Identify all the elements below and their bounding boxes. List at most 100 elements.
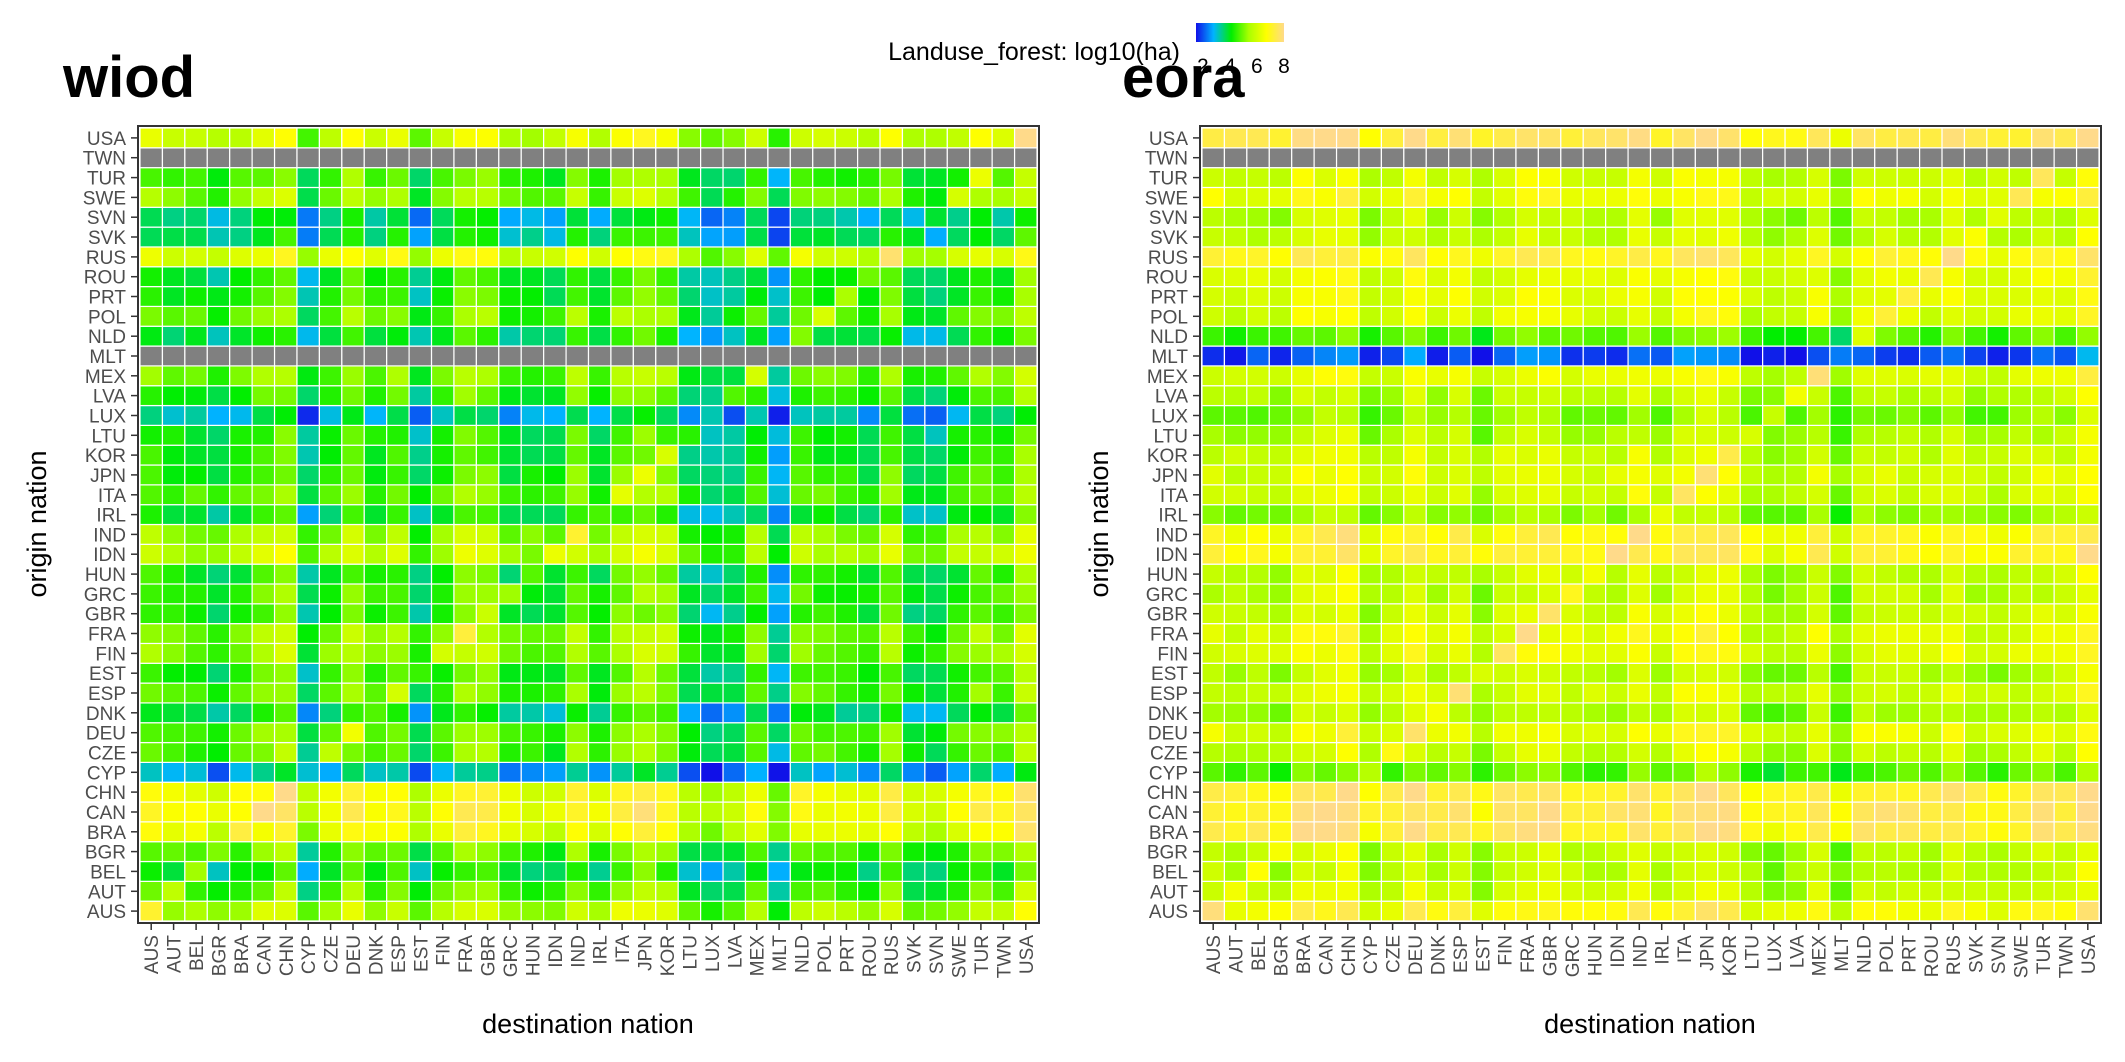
heatmap-cell xyxy=(856,880,881,902)
legend-colorbar xyxy=(1196,23,1284,42)
heatmap-cell xyxy=(1627,286,1652,308)
heatmap-cell xyxy=(184,226,208,248)
heatmap-cell xyxy=(991,583,1016,605)
heatmap-cell xyxy=(2008,702,2033,724)
heatmap-cell xyxy=(632,563,657,585)
heatmap-cell xyxy=(744,504,769,526)
heatmap-cell xyxy=(386,523,410,545)
heatmap-cell xyxy=(2053,702,2078,724)
heatmap-cell xyxy=(901,543,926,565)
heatmap-cell xyxy=(1806,741,1831,764)
heatmap-cell xyxy=(1537,583,1562,605)
heatmap-cell xyxy=(1291,702,1315,724)
heatmap-cell xyxy=(430,325,455,347)
heatmap-cell xyxy=(969,147,993,169)
heatmap-cell xyxy=(587,206,612,228)
heatmap-cell xyxy=(453,147,477,169)
heatmap-cell xyxy=(677,404,702,426)
heatmap-cell xyxy=(206,147,231,169)
heatmap-cell xyxy=(161,345,186,367)
heatmap-cell xyxy=(1448,424,1472,446)
heatmap-cell xyxy=(722,741,747,764)
heatmap-cell xyxy=(363,464,388,486)
heatmap-cell xyxy=(834,266,859,288)
heatmap-cell xyxy=(1851,880,1876,902)
x-tick-label: ESP xyxy=(389,935,410,973)
heatmap-cell xyxy=(341,206,365,228)
heatmap-cell xyxy=(1739,642,1764,664)
heatmap-cell xyxy=(139,623,164,645)
heatmap-cell xyxy=(1492,424,1517,446)
heatmap-cell xyxy=(161,563,186,585)
heatmap-cell xyxy=(408,860,433,882)
heatmap-cell xyxy=(543,127,567,149)
heatmap-cell xyxy=(1246,127,1270,149)
heatmap-cell xyxy=(1313,702,1338,724)
heatmap-cell xyxy=(139,682,164,704)
heatmap-cell xyxy=(1470,266,1495,288)
heatmap-cell xyxy=(767,702,791,724)
heatmap-cell xyxy=(139,543,164,565)
x-tick-label: HUN xyxy=(523,935,544,976)
heatmap-cell xyxy=(206,841,231,863)
heatmap-cell xyxy=(1963,147,1988,169)
heatmap-cell xyxy=(924,761,948,783)
heatmap-cell xyxy=(789,345,814,367)
heatmap-cell xyxy=(1896,127,1921,149)
heatmap-cell xyxy=(565,325,590,347)
heatmap-cell xyxy=(229,286,253,308)
heatmap-cell xyxy=(1223,821,1248,843)
heatmap-cell xyxy=(565,246,590,268)
heatmap-cell xyxy=(969,741,993,764)
heatmap-cell xyxy=(767,722,791,744)
panel-eora: eora AUSAUTBELBGRBRACANCHNCYPCZEDEUDNKES… xyxy=(1084,45,2102,1039)
x-tick-label: EST xyxy=(411,935,432,972)
y-tick-label: GRC xyxy=(84,585,126,606)
heatmap-cell xyxy=(1739,385,1764,407)
heatmap-cell xyxy=(161,167,186,189)
heatmap-cell xyxy=(991,385,1016,407)
heatmap-cell xyxy=(430,642,455,664)
heatmap-cell xyxy=(273,246,298,268)
heatmap-cell xyxy=(991,741,1016,764)
heatmap-cell xyxy=(408,286,433,308)
heatmap-cell xyxy=(565,127,590,149)
heatmap-cell xyxy=(879,841,904,863)
heatmap-cell xyxy=(969,880,993,902)
heatmap-cell xyxy=(161,623,186,645)
heatmap-cell xyxy=(1851,682,1876,704)
heatmap-cell xyxy=(1470,741,1495,764)
heatmap-cell xyxy=(1358,682,1382,704)
heatmap-cell xyxy=(1806,504,1831,526)
heatmap-cell xyxy=(1605,543,1629,565)
heatmap-cell xyxy=(543,702,567,724)
heatmap-cell xyxy=(1291,900,1315,922)
heatmap-cell xyxy=(1605,345,1629,367)
heatmap-cell xyxy=(610,325,634,347)
heatmap-cell xyxy=(318,563,343,585)
x-tick-label: DEU xyxy=(1406,935,1427,975)
heatmap-cell xyxy=(1537,900,1562,922)
heatmap-cell xyxy=(1358,266,1382,288)
heatmap-cell xyxy=(946,563,971,585)
heatmap-cell xyxy=(1335,523,1360,545)
heatmap-cell xyxy=(184,206,208,228)
heatmap-cell xyxy=(1403,246,1427,268)
heatmap-cell xyxy=(475,801,500,823)
heatmap-cell xyxy=(184,761,208,783)
heatmap-cell xyxy=(969,424,993,446)
heatmap-cell xyxy=(812,781,836,803)
plot-border-eora xyxy=(1199,125,2102,924)
heatmap-cell xyxy=(296,880,321,902)
heatmap-cell xyxy=(1268,484,1293,506)
heatmap-cell xyxy=(812,841,836,863)
heatmap-cell xyxy=(1717,722,1741,744)
heatmap-cell xyxy=(1537,444,1562,466)
heatmap-cell xyxy=(1515,821,1539,843)
heatmap-cell xyxy=(1223,543,1248,565)
heatmap-cell xyxy=(1470,385,1495,407)
heatmap-cell xyxy=(1313,504,1338,526)
heatmap-cell xyxy=(1963,167,1988,189)
heatmap-cell xyxy=(206,761,231,783)
heatmap-cell xyxy=(1380,702,1405,724)
